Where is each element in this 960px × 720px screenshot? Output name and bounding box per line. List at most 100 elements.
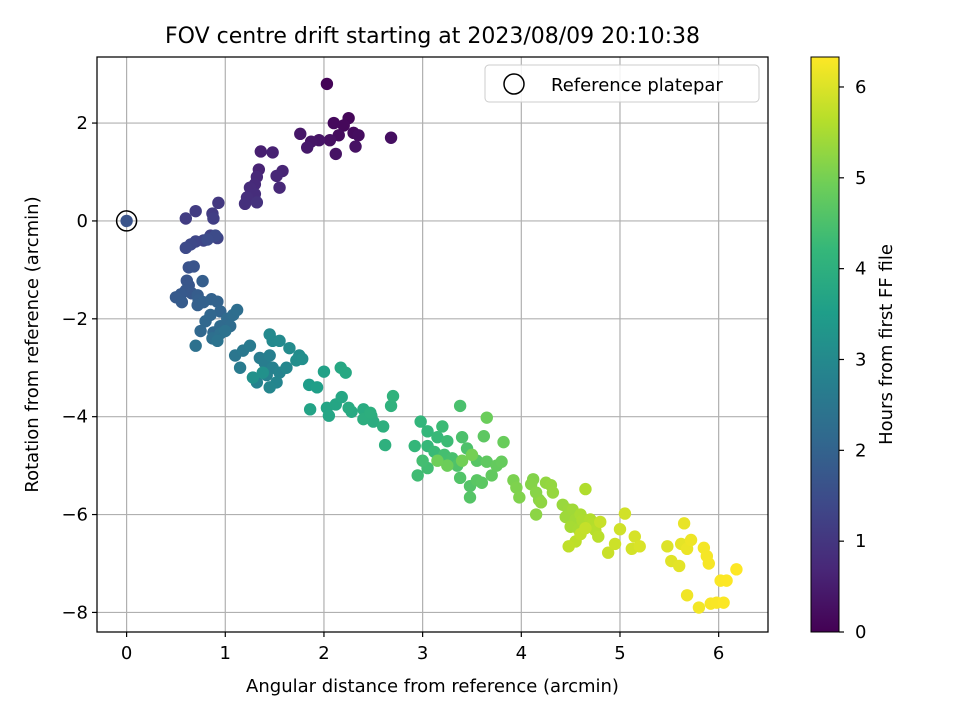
data-point xyxy=(270,169,283,183)
data-point xyxy=(384,399,398,413)
data-point xyxy=(233,361,247,374)
data-point xyxy=(211,295,224,308)
data-point xyxy=(187,260,200,273)
data-point xyxy=(211,334,224,348)
data-point xyxy=(465,448,479,462)
data-point xyxy=(562,540,575,553)
x-tick-label: 3 xyxy=(417,643,428,664)
data-point xyxy=(477,430,491,443)
data-point xyxy=(256,366,269,379)
x-tick-label: 2 xyxy=(318,643,329,664)
data-point xyxy=(441,434,454,448)
y-axis-ticks: 2 0 −2 −4 −6 −8 xyxy=(61,113,97,623)
y-tick-label: −2 xyxy=(61,309,88,330)
data-point xyxy=(243,339,257,352)
reference-marker-group xyxy=(115,210,138,232)
data-point xyxy=(441,459,454,472)
data-point xyxy=(463,491,477,504)
grid-lines xyxy=(97,57,768,632)
data-point xyxy=(179,241,193,255)
data-point xyxy=(335,390,348,404)
data-point xyxy=(263,328,276,341)
data-point xyxy=(510,481,523,494)
data-point xyxy=(684,533,698,547)
data-point xyxy=(480,455,493,468)
data-point xyxy=(322,409,336,422)
data-point xyxy=(414,415,427,428)
data-point xyxy=(364,406,377,419)
data-point xyxy=(283,341,296,355)
y-tick-label: −4 xyxy=(61,407,88,428)
data-point xyxy=(196,274,209,288)
chart-title: FOV centre drift starting at 2023/08/09 … xyxy=(165,24,700,49)
data-point xyxy=(628,530,641,543)
data-point xyxy=(266,146,279,159)
data-point xyxy=(327,116,341,130)
data-point xyxy=(352,129,365,142)
data-point xyxy=(342,401,355,415)
reference-marker-icon xyxy=(115,210,138,232)
data-point xyxy=(579,522,592,535)
data-point xyxy=(431,431,444,444)
x-tick-label: 0 xyxy=(121,643,132,664)
data-point xyxy=(702,557,715,570)
legend: Reference platepar xyxy=(484,64,760,103)
data-point xyxy=(294,127,307,141)
legend-box xyxy=(484,64,760,103)
data-point xyxy=(613,523,627,536)
data-point xyxy=(480,411,493,424)
data-point xyxy=(672,559,686,573)
colorbar-ticks: 0 1 2 3 4 5 6 xyxy=(839,77,866,643)
data-point xyxy=(594,515,607,529)
data-point xyxy=(280,361,293,374)
x-axis-ticks: 0 1 2 3 4 5 6 xyxy=(121,632,724,664)
data-point xyxy=(608,537,622,551)
data-point xyxy=(212,196,225,210)
data-point xyxy=(513,491,526,504)
data-point xyxy=(431,454,444,467)
colorbar xyxy=(810,56,840,633)
legend-marker-icon xyxy=(503,73,525,95)
colorbar-tick-label: 2 xyxy=(855,440,866,461)
data-point xyxy=(199,315,212,328)
data-point xyxy=(633,540,646,553)
data-point xyxy=(303,403,317,416)
data-point xyxy=(376,420,390,433)
y-tick-label: 2 xyxy=(77,113,88,134)
data-point xyxy=(495,455,508,468)
data-point xyxy=(534,496,548,509)
data-point xyxy=(329,147,342,161)
plot-frame xyxy=(96,56,769,633)
data-point xyxy=(680,589,694,602)
y-axis-label: Rotation from reference (arcmin) xyxy=(22,196,43,492)
data-point xyxy=(497,435,510,449)
y-tick-label: −6 xyxy=(61,505,88,526)
data-point xyxy=(720,574,733,587)
data-point xyxy=(230,303,244,317)
x-tick-label: 1 xyxy=(220,643,231,664)
data-point xyxy=(730,563,743,576)
x-tick-label: 4 xyxy=(516,643,527,664)
data-point xyxy=(337,119,350,132)
data-point xyxy=(579,482,592,496)
data-point xyxy=(455,431,469,444)
data-point xyxy=(273,181,286,194)
data-point xyxy=(386,389,400,403)
data-point xyxy=(378,438,392,452)
data-point xyxy=(408,439,421,453)
x-axis-label: Angular distance from reference (arcmin) xyxy=(246,676,619,697)
data-point xyxy=(411,469,424,482)
data-point xyxy=(254,145,268,158)
data-point xyxy=(677,517,691,530)
colorbar-tick-label: 0 xyxy=(855,622,866,643)
data-point xyxy=(436,420,449,433)
data-point xyxy=(273,334,286,348)
data-point xyxy=(296,352,309,366)
data-point xyxy=(618,507,632,520)
colorbar-label: Hours from first FF file xyxy=(876,244,897,445)
colorbar-tick-label: 6 xyxy=(855,77,866,98)
data-point xyxy=(323,133,337,147)
data-points xyxy=(169,77,743,614)
data-point xyxy=(189,204,202,218)
